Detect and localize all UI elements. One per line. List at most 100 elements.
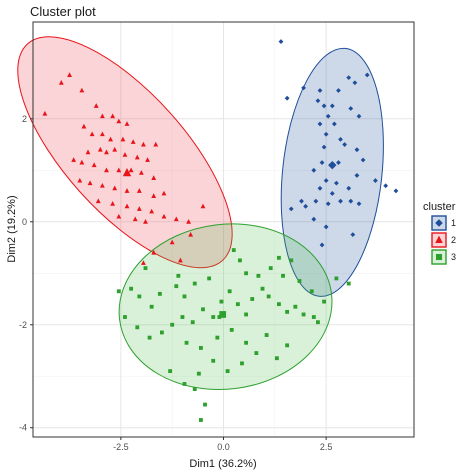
cluster-2-point bbox=[110, 200, 116, 206]
cluster-2-point bbox=[124, 121, 130, 126]
cluster-3-point bbox=[322, 299, 327, 304]
cluster-1-point bbox=[284, 95, 290, 101]
cluster-3-point bbox=[174, 284, 179, 289]
cluster-3-point bbox=[240, 361, 244, 366]
cluster-3-point bbox=[264, 333, 269, 337]
cluster-1-point bbox=[338, 136, 343, 142]
legend-marker-2 bbox=[435, 235, 443, 244]
cluster-2-point bbox=[99, 131, 105, 137]
cluster-1-point bbox=[383, 183, 389, 189]
cluster-2-point bbox=[188, 231, 194, 237]
cluster-3-point bbox=[238, 258, 242, 263]
cluster-1-point bbox=[323, 178, 329, 183]
cluster-3-point bbox=[182, 294, 187, 299]
cluster-2-point bbox=[112, 185, 118, 191]
cluster-3-point bbox=[244, 312, 249, 317]
cluster-3-point bbox=[180, 315, 185, 319]
cluster-1-point bbox=[319, 242, 325, 248]
cluster-2-point bbox=[136, 206, 142, 211]
cluster-1-point bbox=[354, 173, 360, 178]
cluster-2-point bbox=[136, 188, 142, 193]
cluster-3-point bbox=[334, 276, 339, 281]
cluster-1-point bbox=[278, 39, 284, 44]
cluster-1-point bbox=[315, 98, 321, 104]
cluster-3-point bbox=[293, 304, 298, 309]
cluster-1-point bbox=[329, 191, 335, 196]
cluster-1-point bbox=[321, 103, 327, 109]
cluster-2-point bbox=[138, 170, 144, 175]
cluster-2-point bbox=[143, 219, 148, 224]
cluster-2-point bbox=[151, 175, 157, 180]
cluster-3-point bbox=[285, 343, 290, 348]
cluster-3-point bbox=[207, 276, 212, 281]
cluster-3-point bbox=[211, 358, 216, 363]
cluster-1-point bbox=[336, 88, 341, 93]
cluster-2-point bbox=[95, 198, 101, 204]
cluster-1-centroid bbox=[328, 160, 337, 170]
cluster-2-point bbox=[128, 167, 134, 173]
cluster-3-point bbox=[211, 315, 216, 319]
cluster-3-point bbox=[297, 279, 302, 283]
cluster-1-point bbox=[311, 167, 317, 173]
cluster-2-point bbox=[97, 146, 103, 152]
x-tick-label: 2.5 bbox=[320, 442, 333, 452]
y-tick-label: -2 bbox=[19, 320, 27, 330]
cluster-3-point bbox=[219, 299, 224, 304]
cluster-1-point bbox=[334, 180, 339, 186]
cluster-1-point bbox=[329, 103, 335, 109]
cluster-2-point bbox=[145, 157, 150, 162]
cluster-3-point bbox=[309, 289, 314, 294]
cluster-3-point bbox=[225, 369, 230, 374]
cluster-2-point bbox=[67, 72, 72, 77]
cluster-2-point bbox=[79, 159, 85, 165]
cluster-3-point bbox=[192, 387, 197, 392]
cluster-3-point bbox=[203, 402, 207, 407]
cluster-3-point bbox=[277, 302, 281, 307]
y-axis-title: Dim2 (19.2%) bbox=[6, 195, 18, 262]
cluster-2-point bbox=[200, 203, 206, 209]
cluster-3-point bbox=[256, 273, 261, 278]
cluster-1-point bbox=[319, 160, 325, 165]
cluster-2-point bbox=[141, 141, 146, 147]
cluster-3-point bbox=[244, 271, 249, 276]
cluster-1-point bbox=[342, 142, 348, 147]
cluster-3-point bbox=[129, 286, 134, 291]
cluster-3-point bbox=[311, 315, 316, 319]
cluster-3-point bbox=[170, 322, 175, 327]
cluster-1-point bbox=[299, 198, 304, 204]
cluster-3-point bbox=[268, 266, 273, 271]
cluster-2-point bbox=[149, 208, 155, 214]
legend-marker-1 bbox=[435, 219, 443, 227]
legend: cluster 1 2 3 bbox=[423, 201, 456, 265]
cluster-1-point bbox=[313, 198, 319, 204]
cluster-2-point bbox=[42, 110, 48, 116]
cluster-3-point bbox=[254, 351, 259, 355]
cluster-3-point bbox=[215, 335, 220, 340]
cluster-3-point bbox=[235, 302, 240, 307]
cluster-2-point bbox=[79, 87, 85, 93]
cluster-1-point bbox=[317, 88, 323, 93]
cluster-2-point bbox=[161, 190, 167, 196]
cluster-1-point bbox=[346, 75, 352, 81]
cluster-2-point bbox=[58, 79, 64, 85]
cluster-2-point bbox=[116, 213, 122, 219]
cluster-2-point bbox=[132, 216, 138, 222]
cluster-3-point bbox=[182, 382, 187, 386]
cluster-1-point bbox=[338, 198, 343, 204]
cluster-2-point bbox=[124, 203, 130, 209]
cluster-2-point bbox=[108, 136, 113, 142]
cluster-2-point bbox=[71, 157, 77, 162]
cluster-3-point bbox=[227, 289, 232, 294]
cluster-2-point bbox=[186, 219, 192, 224]
cluster-3-point bbox=[137, 294, 142, 299]
x-axis-ticks: -2.5 0.0 2.5 bbox=[113, 437, 332, 452]
cluster-1-point bbox=[321, 144, 327, 150]
cluster-1-point bbox=[393, 188, 399, 194]
cluster-1-point bbox=[354, 147, 360, 153]
cluster-3-point bbox=[301, 312, 306, 317]
x-tick-label: 0.0 bbox=[217, 442, 230, 452]
y-tick-label: 0 bbox=[22, 217, 27, 227]
cluster-2-point bbox=[122, 152, 128, 157]
cluster-2-point bbox=[104, 167, 109, 173]
cluster-3-point bbox=[143, 266, 148, 271]
